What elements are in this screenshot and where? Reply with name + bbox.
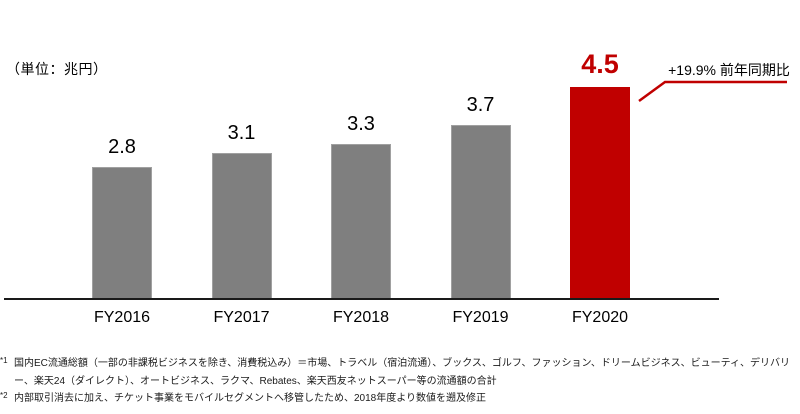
footnote-1-text: 国内EC流通総額（一部の非課税ビジネスを除き、消費税込み）＝市場、トラベル（宿泊… xyxy=(14,358,790,387)
bar-FY2018 xyxy=(331,144,391,300)
bar-value-label-FY2017: 3.1 xyxy=(227,122,256,144)
bar-FY2016 xyxy=(92,167,152,300)
x-axis-label-FY2016: FY2016 xyxy=(93,309,151,326)
x-axis-label-FY2017: FY2017 xyxy=(213,309,270,326)
bar-value-label-FY2018: 3.3 xyxy=(347,113,375,135)
bar-FY2020 xyxy=(570,87,630,300)
x-axis-label-FY2019: FY2019 xyxy=(452,309,509,326)
footnote-2-marker: *2 xyxy=(0,391,8,400)
bar-FY2019 xyxy=(450,125,511,300)
x-axis-line xyxy=(4,298,719,300)
footnote-1-marker: *1 xyxy=(0,356,8,365)
footnote-2-text: 内部取引消去に加え、チケット事業をモバイルセグメントへ移管したため、2018年度… xyxy=(14,393,487,404)
x-axis-label-FY2020: FY2020 xyxy=(571,309,629,326)
bar-value-label-FY2019: 3.7 xyxy=(466,94,495,116)
bar-value-label-FY2020: 4.5 xyxy=(581,49,619,79)
footnote-2: *2 内部取引消去に加え、チケット事業をモバイルセグメントへ移管したため、2018… xyxy=(0,390,798,408)
bar-value-label-FY2016: 2.8 xyxy=(108,136,136,158)
footnote-1: *1 国内EC流通総額（一部の非課税ビジネスを除き、消費税込み）＝市場、トラベル（… xyxy=(0,355,798,390)
footnotes: *1 国内EC流通総額（一部の非課税ビジネスを除き、消費税込み）＝市場、トラベル（… xyxy=(0,355,798,408)
yoy-annotation: +19.9% 前年同期比 xyxy=(668,62,790,78)
unit-label: （単位：兆円） xyxy=(6,61,108,77)
x-axis-label-FY2018: FY2018 xyxy=(332,309,390,326)
bar-FY2017 xyxy=(211,153,272,300)
